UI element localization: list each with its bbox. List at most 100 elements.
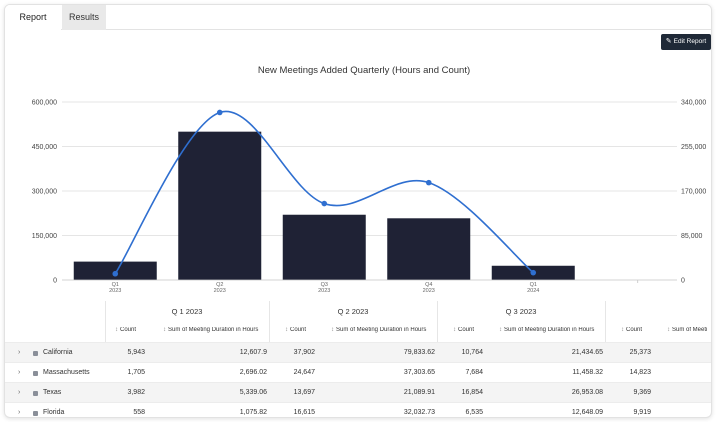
table-cell: 3,982 <box>127 389 145 396</box>
column-header[interactable]: ↕ Sum of Meeting Duration in Hours <box>163 327 259 333</box>
table-cell: 24,647 <box>293 369 315 376</box>
table-cell: 16,854 <box>461 389 483 396</box>
table-cell: 1,075.82 <box>239 409 267 416</box>
series-point <box>425 179 432 186</box>
right-axis-tick-label: 255,000 <box>681 144 706 151</box>
x-axis-tick-label: 2023 <box>214 288 226 294</box>
left-axis-tick-label: 0 <box>53 278 57 285</box>
sort-icon: ↕ <box>621 327 624 333</box>
table-cell: 21,434.65 <box>571 349 603 356</box>
column-header[interactable]: ↕ Count <box>285 327 307 333</box>
right-axis-tick-label: 170,000 <box>681 189 706 196</box>
expand-chevron-icon[interactable]: › <box>18 389 21 396</box>
expand-chevron-icon[interactable]: › <box>18 409 21 416</box>
table-row[interactable]: › California 5,943 12,607.9 37,902 79,83… <box>5 342 711 362</box>
x-axis-tick-label: Q2 <box>216 282 223 288</box>
table-cell: 14,823 <box>629 369 651 376</box>
x-axis-tick-label: 2024 <box>527 288 539 294</box>
sort-icon: ↕ <box>115 327 118 333</box>
row-label: California <box>43 349 73 356</box>
right-axis-tick-label: 85,000 <box>681 233 703 240</box>
table-cell: 11,458.32 <box>572 369 603 376</box>
left-axis-tick-label: 450,000 <box>32 144 57 151</box>
expand-chevron-icon[interactable]: › <box>18 369 21 376</box>
row-icon <box>33 371 38 376</box>
table-cell: 12,648.09 <box>571 409 603 416</box>
table-cell: 21,089.91 <box>403 389 435 396</box>
x-axis-tick-label: Q1 <box>530 282 537 288</box>
sort-icon: ↕ <box>331 327 334 333</box>
group-header-q1: Q 1 2023 <box>171 307 203 316</box>
chart-title: New Meetings Added Quarterly (Hours and … <box>257 65 471 76</box>
column-divider <box>605 301 606 343</box>
tab-results[interactable]: Results <box>62 5 106 30</box>
left-axis-tick-label: 150,000 <box>32 233 57 240</box>
series-point <box>530 269 537 276</box>
chart-bar <box>282 214 366 280</box>
pencil-icon: ✎ <box>665 38 672 45</box>
column-header[interactable]: ↕ Count <box>621 327 643 333</box>
table-row[interactable]: › Florida 558 1,075.82 16,615 32,032.73 … <box>5 402 711 417</box>
column-header[interactable]: ↕ Count <box>115 327 137 333</box>
row-label: Florida <box>43 409 65 416</box>
row-label: Massachusetts <box>43 369 90 376</box>
table-cell: 12,607.9 <box>239 349 267 356</box>
sort-icon: ↕ <box>285 327 288 333</box>
table-cell: 9,369 <box>633 389 651 396</box>
table-cell: 7,684 <box>465 369 483 376</box>
group-header-q3: Q 3 2023 <box>505 307 537 316</box>
x-axis-tick-label: Q1 <box>112 282 119 288</box>
right-axis-tick-label: 0 <box>681 278 685 285</box>
column-divider <box>269 301 270 343</box>
table-cell: 16,615 <box>293 409 315 416</box>
x-axis-tick-label: 2023 <box>423 288 435 294</box>
column-header-row: ↕ Count ↕ Sum of Meeting Duration in Hours… <box>5 327 711 341</box>
series-point <box>321 200 328 207</box>
table-cell: 10,764 <box>461 349 483 356</box>
sort-icon: ↕ <box>163 327 166 333</box>
series-point <box>112 270 119 277</box>
edit-report-label: Edit Report <box>673 38 707 45</box>
pivot-table: Q 1 2023 Q 2 2023 Q 3 2023 ↕ Count ↕ Sum o… <box>5 301 711 417</box>
edit-report-button[interactable]: ✎ Edit Report <box>661 34 711 50</box>
left-axis-tick-label: 600,000 <box>32 100 57 107</box>
series-line <box>114 110 534 275</box>
row-label: Texas <box>43 389 62 396</box>
table-cell: 5,339.06 <box>239 389 267 396</box>
group-header-q2: Q 2 2023 <box>337 307 369 316</box>
table-row[interactable]: › Texas 3,982 5,339.06 13,697 21,089.91 … <box>5 382 711 402</box>
chart-bar <box>387 218 471 280</box>
table-cell: 25,373 <box>629 349 651 356</box>
chart-bar <box>178 131 262 280</box>
column-header[interactable]: ↕ Count <box>453 327 475 333</box>
right-axis-tick-label: 340,000 <box>681 100 706 107</box>
column-header[interactable]: ↕ Sum of Meeting Duration in Hours <box>499 327 595 333</box>
table-cell: 9,919 <box>633 409 651 416</box>
group-header-row: Q 1 2023 Q 2 2023 Q 3 2023 <box>5 307 711 321</box>
tab-report[interactable]: Report <box>5 5 61 30</box>
expand-chevron-icon[interactable]: › <box>18 349 21 356</box>
table-cell: 1,705 <box>127 369 145 376</box>
column-divider <box>105 301 106 343</box>
table-cell: 37,303.65 <box>403 369 435 376</box>
x-axis-tick-label: Q4 <box>425 282 432 288</box>
report-window: Report Results ✎ Edit Report New Meetings… <box>4 4 712 418</box>
sort-icon: ↕ <box>667 327 670 333</box>
left-axis-tick-label: 300,000 <box>32 189 57 196</box>
table-cell: 5,943 <box>127 349 145 356</box>
table-row[interactable]: › Massachusetts 1,705 2,696.02 24,647 37… <box>5 362 711 382</box>
table-cell: 37,902 <box>293 349 315 356</box>
table-cell: 79,833.62 <box>403 349 435 356</box>
sort-icon: ↕ <box>499 327 502 333</box>
row-icon <box>33 391 38 396</box>
x-axis-tick-label: 2023 <box>109 288 121 294</box>
x-axis-tick-label: 2023 <box>318 288 330 294</box>
table-cell: 558 <box>133 409 145 416</box>
row-icon <box>33 411 38 416</box>
combo-chart: 600,000 450,000 300,000 150,000 0 340,000 255,… <box>32 100 707 295</box>
column-header[interactable]: ↕ Sum of Meeting Duration in Hours <box>331 327 427 333</box>
table-cell: 6,535 <box>465 409 483 416</box>
sort-icon: ↕ <box>453 327 456 333</box>
series-point <box>216 109 223 116</box>
column-header[interactable]: ↕ Sum of Meeti <box>667 327 708 333</box>
